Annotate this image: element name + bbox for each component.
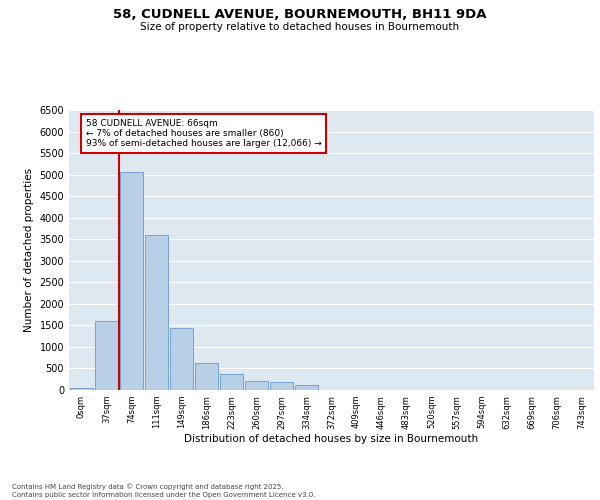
- Text: 58, CUDNELL AVENUE, BOURNEMOUTH, BH11 9DA: 58, CUDNELL AVENUE, BOURNEMOUTH, BH11 9D…: [113, 8, 487, 20]
- Bar: [245, 381, 268, 390]
- Bar: [220, 374, 244, 390]
- X-axis label: Distribution of detached houses by size in Bournemouth: Distribution of detached houses by size …: [184, 434, 479, 444]
- Bar: [295, 386, 319, 390]
- Bar: [119, 172, 143, 390]
- Text: Size of property relative to detached houses in Bournemouth: Size of property relative to detached ho…: [140, 22, 460, 32]
- Y-axis label: Number of detached properties: Number of detached properties: [24, 168, 34, 332]
- Text: Contains HM Land Registry data © Crown copyright and database right 2025.
Contai: Contains HM Land Registry data © Crown c…: [12, 484, 316, 498]
- Bar: [95, 321, 118, 390]
- Bar: [70, 388, 94, 390]
- Bar: [194, 364, 218, 390]
- Text: 58 CUDNELL AVENUE: 66sqm
← 7% of detached houses are smaller (860)
93% of semi-d: 58 CUDNELL AVENUE: 66sqm ← 7% of detache…: [86, 118, 322, 148]
- Bar: [145, 235, 169, 390]
- Bar: [170, 328, 193, 390]
- Bar: [269, 382, 293, 390]
